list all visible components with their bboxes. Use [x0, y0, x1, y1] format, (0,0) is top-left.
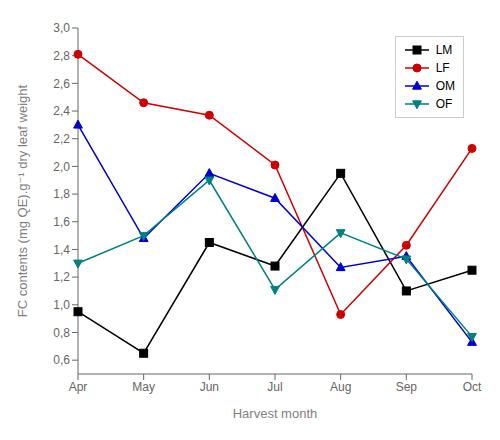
svg-text:Oct: Oct	[463, 380, 482, 394]
svg-text:Jul: Jul	[267, 380, 282, 394]
svg-text:Harvest month: Harvest month	[233, 406, 318, 421]
html-text:OF: OF	[435, 97, 453, 111]
svg-text:Jun: Jun	[200, 380, 219, 394]
svg-text:1,0: 1,0	[53, 298, 70, 312]
svg-text:1,4: 1,4	[53, 243, 70, 257]
svg-text:3,0: 3,0	[53, 21, 70, 35]
svg-text:0,8: 0,8	[53, 326, 70, 340]
html-text:LM: LM	[435, 43, 453, 57]
svg-text:1,2: 1,2	[53, 270, 70, 284]
svg-text:Sep: Sep	[396, 380, 418, 394]
svg-text:FC contents (mg QE).g⁻¹ dry le: FC contents (mg QE).g⁻¹ dry leaf weight	[15, 84, 30, 317]
svg-text:2,4: 2,4	[53, 104, 70, 118]
svg-text:2,8: 2,8	[53, 49, 70, 63]
svg-text:Apr: Apr	[69, 380, 88, 394]
svg-text:1,6: 1,6	[53, 215, 70, 229]
svg-text:May: May	[132, 380, 155, 394]
svg-text:2,2: 2,2	[53, 132, 70, 146]
svg-text:0,6: 0,6	[53, 353, 70, 367]
svg-text:Aug: Aug	[330, 380, 351, 394]
svg-text:1,8: 1,8	[53, 187, 70, 201]
html-text:OM: OM	[435, 79, 455, 93]
svg-text:2,6: 2,6	[53, 77, 70, 91]
html-text:LF: LF	[435, 61, 450, 75]
svg-text:2,0: 2,0	[53, 160, 70, 174]
